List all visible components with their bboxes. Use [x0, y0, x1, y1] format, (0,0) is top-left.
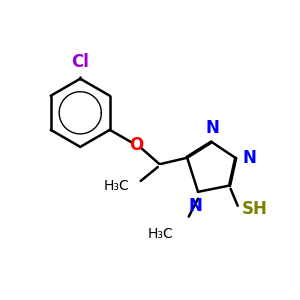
Text: O: O [129, 136, 143, 154]
Text: N: N [242, 149, 256, 167]
Text: N: N [188, 197, 202, 215]
Text: H₃C: H₃C [104, 178, 130, 193]
Text: N: N [205, 119, 219, 137]
Text: SH: SH [242, 200, 267, 218]
Text: Cl: Cl [71, 53, 89, 71]
Text: H₃C: H₃C [148, 227, 173, 241]
